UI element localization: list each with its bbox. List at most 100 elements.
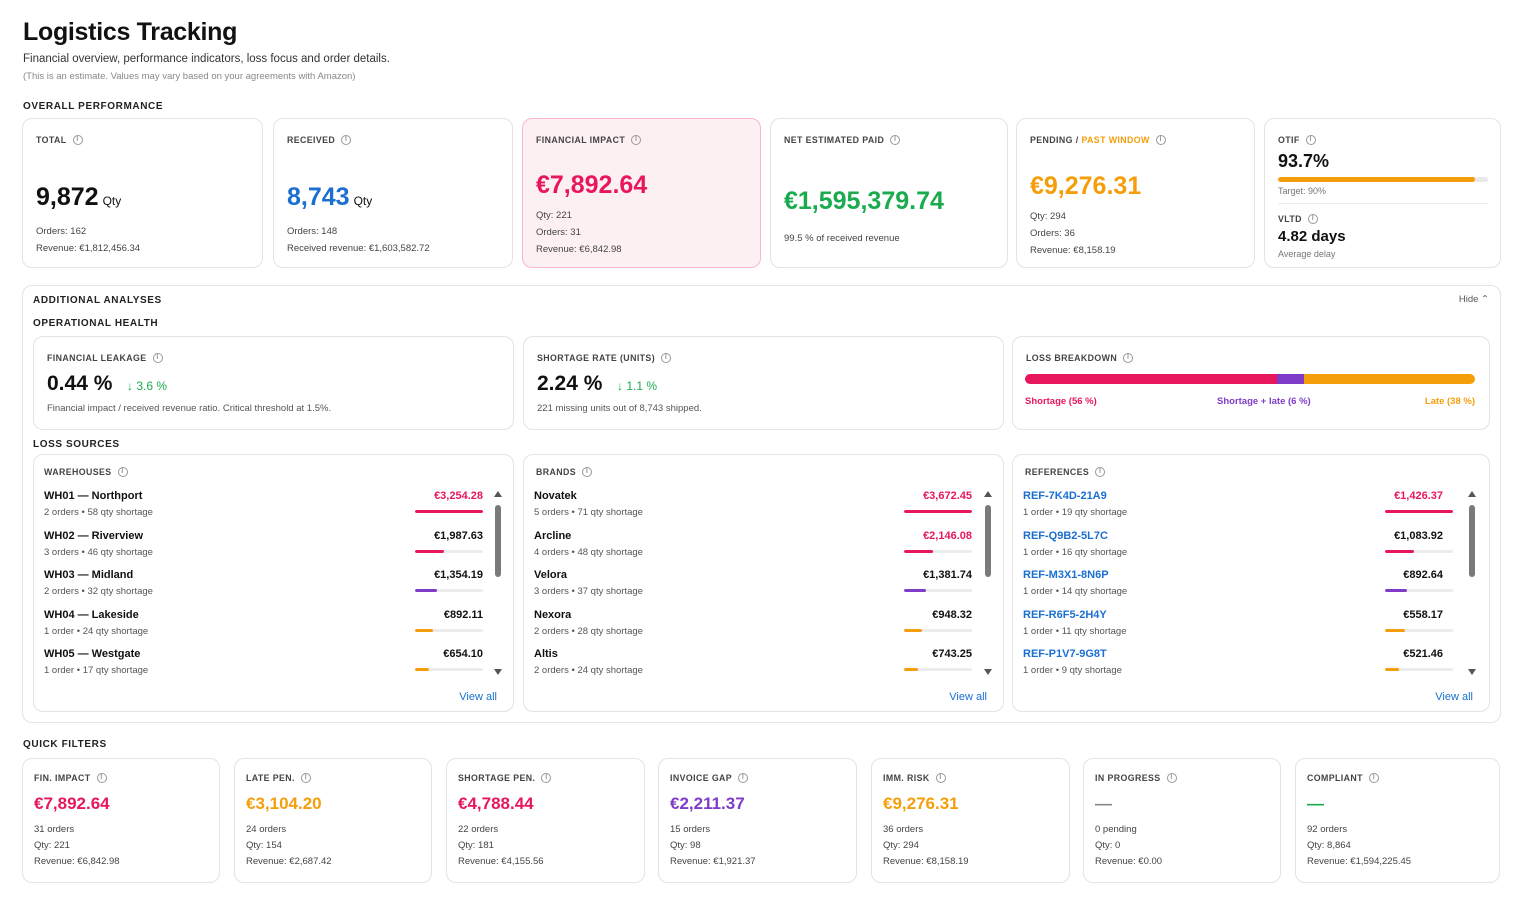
list-item[interactable]: Altis 2 orders • 24 qty shortage €743.25: [534, 648, 972, 686]
received-card[interactable]: RECEIVED i 8,743 Qty Orders: 148 Received…: [273, 118, 513, 268]
scroll-down-arrow-icon[interactable]: [1468, 669, 1476, 675]
quick-filter-label-wrap: LATE PEN. i: [246, 773, 311, 783]
scroll-thumb[interactable]: [1469, 505, 1475, 577]
list-item-amount: €1,083.92: [1394, 529, 1443, 542]
list-item-share-bar: [1385, 628, 1453, 632]
info-icon[interactable]: i: [152, 353, 163, 363]
warehouses-scrollbar[interactable]: [494, 491, 502, 675]
info-icon[interactable]: i: [935, 773, 946, 783]
list-item[interactable]: WH01 — Northport 2 orders • 58 qty shorta…: [44, 490, 483, 528]
quick-filter-card[interactable]: SHORTAGE PEN. i €4,788.44 22 orders Qty: 181…: [446, 758, 645, 883]
list-item-share-fill: [415, 510, 483, 513]
loss-label-shortage-late: Shortage + late (6 %): [1217, 396, 1311, 407]
quick-filter-card[interactable]: COMPLIANT i — 92 orders Qty: 8,864 Revenue: €…: [1295, 758, 1500, 883]
received-revenue: Received revenue: €1,603,582.72: [287, 243, 430, 254]
list-item-name[interactable]: REF-M3X1-8N6P: [1023, 569, 1109, 581]
hide-toggle-button[interactable]: Hide ⌃: [1458, 294, 1489, 305]
list-item-name: Novatek: [534, 490, 577, 502]
total-revenue: Revenue: €1,812,456.34: [36, 243, 141, 254]
list-item-name[interactable]: REF-R6F5-2H4Y: [1023, 608, 1107, 621]
list-item[interactable]: REF-R6F5-2H4Y 1 order • 11 qty shortage €5…: [1023, 608, 1453, 647]
scroll-down-arrow-icon[interactable]: [494, 669, 502, 675]
references-view-all-link[interactable]: View all: [1435, 691, 1473, 703]
quick-filter-card[interactable]: LATE PEN. i €3,104.20 24 orders Qty: 154 Reve…: [234, 758, 432, 883]
shortage-rate-card[interactable]: SHORTAGE RATE (UNITS) i 2.24 % ↓ 1.1 % 2…: [523, 336, 1004, 430]
quick-filter-card[interactable]: IMM. RISK i €9,276.31 36 orders Qty: 294 Reve…: [871, 758, 1070, 883]
list-item[interactable]: WH05 — Westgate 1 order • 17 qty shortage…: [44, 648, 483, 686]
info-icon[interactable]: i: [341, 135, 352, 145]
info-icon[interactable]: i: [1095, 467, 1106, 477]
list-item[interactable]: WH02 — Riverview 3 orders • 46 qty shorta…: [44, 530, 483, 568]
scroll-thumb[interactable]: [495, 505, 501, 577]
info-icon[interactable]: i: [541, 773, 552, 783]
quick-filter-revenue: Revenue: €8,158.19: [883, 856, 969, 867]
quick-filter-label: FIN. IMPACT: [34, 773, 91, 783]
scroll-thumb[interactable]: [985, 505, 991, 577]
list-item[interactable]: REF-M3X1-8N6P 1 order • 14 qty shortage €8…: [1023, 569, 1453, 607]
list-item-name[interactable]: REF-7K4D-21A9: [1023, 490, 1107, 502]
quick-filter-revenue: Revenue: €6,842.98: [34, 856, 120, 867]
list-item[interactable]: WH03 — Midland 2 orders • 32 qty shortage…: [44, 569, 483, 607]
list-item[interactable]: WH04 — Lakeside 1 order • 24 qty shortage…: [44, 609, 483, 647]
references-scrollbar[interactable]: [1468, 491, 1476, 675]
list-item[interactable]: Novatek 5 orders • 71 qty shortage €3,672.…: [534, 490, 972, 528]
pending-card[interactable]: PENDING / PAST WINDOW i €9,276.31 Qty: 2…: [1016, 118, 1255, 268]
info-icon[interactable]: i: [300, 773, 311, 783]
warehouses-view-all-link[interactable]: View all: [459, 691, 497, 703]
list-item-detail: 1 order • 9 qty shortage: [1023, 665, 1122, 676]
list-item-amount: €1,987.63: [434, 529, 483, 542]
otif-card[interactable]: OTIF i 93.7% Target: 90% VLTD i 4.82 day…: [1264, 118, 1501, 268]
list-item[interactable]: Velora 3 orders • 37 qty shortage €1,381.7…: [534, 569, 972, 607]
info-icon[interactable]: i: [582, 467, 593, 477]
shortage-desc: 221 missing units out of 8,743 shipped.: [537, 403, 702, 414]
list-item-name[interactable]: REF-P1V7-9G8T: [1023, 648, 1107, 660]
info-icon[interactable]: i: [117, 467, 128, 477]
list-item[interactable]: REF-P1V7-9G8T 1 order • 9 qty shortage €52…: [1023, 648, 1453, 686]
leakage-label-wrap: FINANCIAL LEAKAGE i: [47, 353, 163, 363]
total-unit: Qty: [102, 194, 122, 208]
info-icon[interactable]: i: [1166, 773, 1177, 783]
net-paid-card[interactable]: NET ESTIMATED PAID i €1,595,379.74 99.5 …: [770, 118, 1008, 268]
list-item-name[interactable]: REF-Q9B2-5L7C: [1023, 529, 1108, 542]
loss-breakdown-bar: [1025, 374, 1475, 384]
info-icon[interactable]: i: [96, 773, 107, 783]
info-icon[interactable]: i: [890, 135, 901, 145]
quick-filter-card[interactable]: IN PROGRESS i — 0 pending Qty: 0 Revenue: €0.…: [1083, 758, 1281, 883]
financial-impact-card[interactable]: FINANCIAL IMPACT i €7,892.64 Qty: 221 Or…: [522, 118, 761, 268]
list-item[interactable]: Arcline 4 orders • 48 qty shortage €2,146.…: [534, 530, 972, 568]
scroll-up-arrow-icon[interactable]: [984, 491, 992, 497]
total-card[interactable]: TOTAL i 9,872 Qty Orders: 162 Revenue: €1…: [22, 118, 263, 268]
scroll-up-arrow-icon[interactable]: [1468, 491, 1476, 497]
quick-filter-label-wrap: FIN. IMPACT i: [34, 773, 107, 783]
info-icon[interactable]: i: [72, 135, 83, 145]
list-item-amount: €558.17: [1403, 608, 1443, 621]
info-icon[interactable]: i: [661, 353, 672, 363]
list-item[interactable]: REF-Q9B2-5L7C 1 order • 16 qty shortage €1…: [1023, 529, 1453, 568]
financial-leakage-card[interactable]: FINANCIAL LEAKAGE i 0.44 % ↓ 3.6 % Finan…: [33, 336, 514, 430]
loss-breakdown-card[interactable]: LOSS BREAKDOWN i Shortage (56 %) Shortag…: [1012, 336, 1490, 430]
list-item-detail: 2 orders • 24 qty shortage: [534, 665, 643, 676]
scroll-down-arrow-icon[interactable]: [984, 669, 992, 675]
info-icon[interactable]: i: [1123, 353, 1134, 363]
leakage-desc: Financial impact / received revenue rati…: [47, 403, 332, 414]
list-item-share-bar: [904, 510, 972, 513]
references-label-wrap: REFERENCES i: [1025, 467, 1106, 477]
list-item[interactable]: Nexora 2 orders • 28 qty shortage €948.32: [534, 609, 972, 647]
scroll-up-arrow-icon[interactable]: [494, 491, 502, 497]
list-item[interactable]: REF-7K4D-21A9 1 order • 19 qty shortage €1…: [1023, 490, 1453, 528]
pending-label-main: PENDING /: [1030, 135, 1079, 145]
quick-filter-card[interactable]: FIN. IMPACT i €7,892.64 31 orders Qty: 221 Re…: [22, 758, 220, 883]
info-icon[interactable]: i: [1305, 135, 1316, 145]
brands-view-all-link[interactable]: View all: [949, 691, 987, 703]
info-icon[interactable]: i: [1155, 135, 1166, 145]
info-icon[interactable]: i: [631, 135, 642, 145]
info-icon[interactable]: i: [738, 773, 749, 783]
total-meta: Orders: 162 Revenue: €1,812,456.34: [36, 223, 140, 257]
info-icon[interactable]: i: [1307, 214, 1318, 224]
info-icon[interactable]: i: [1368, 773, 1379, 783]
quick-filter-card[interactable]: INVOICE GAP i €2,211.37 15 orders Qty: 98 Rev…: [658, 758, 857, 883]
brands-scrollbar[interactable]: [984, 491, 992, 675]
list-item-name: WH03 — Midland: [44, 569, 134, 581]
shortage-label-wrap: SHORTAGE RATE (UNITS) i: [537, 353, 672, 363]
quick-filter-label-wrap: SHORTAGE PEN. i: [458, 773, 552, 783]
